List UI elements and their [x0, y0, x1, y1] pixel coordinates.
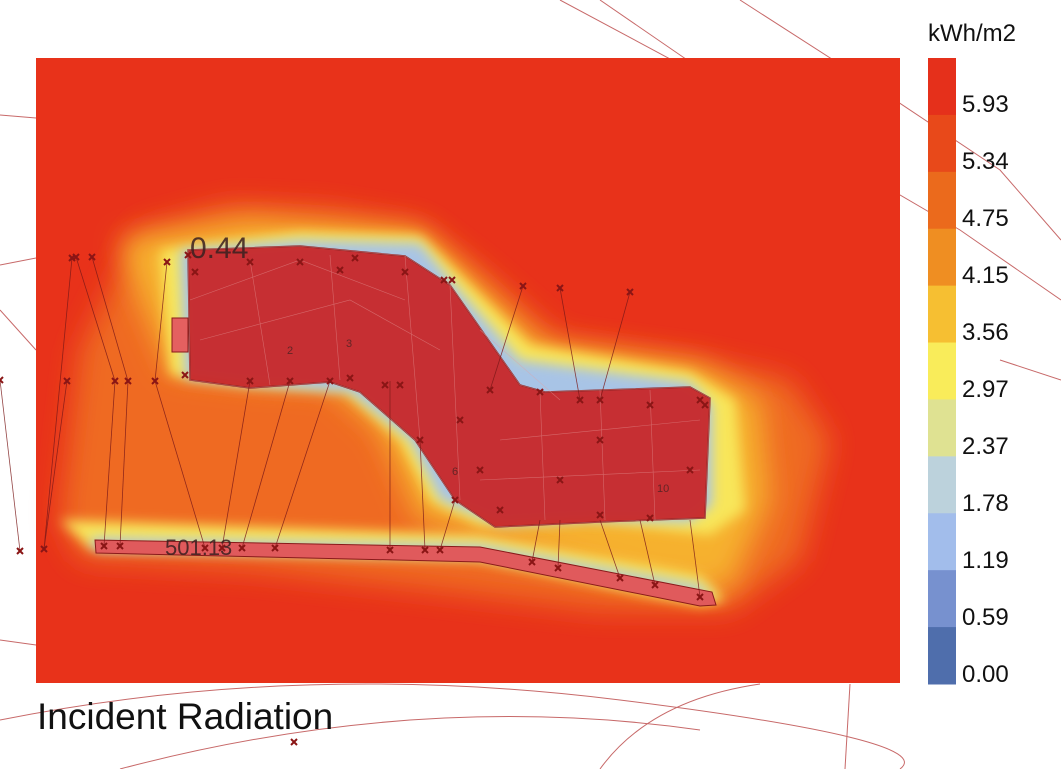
x-marker — [616, 574, 624, 582]
x-marker — [554, 564, 562, 572]
x-marker — [286, 377, 294, 385]
x-marker — [124, 377, 132, 385]
legend-tick-label: 1.78 — [962, 490, 1009, 517]
elevation-label-bottom: 501.13 — [165, 535, 233, 560]
x-marker — [100, 542, 108, 550]
x-marker — [116, 542, 124, 550]
legend-unit-label: kWh/m2 — [928, 20, 1017, 47]
x-marker — [646, 401, 654, 409]
x-marker — [246, 258, 254, 266]
legend-tick-label: 4.15 — [962, 262, 1009, 289]
x-marker — [519, 282, 527, 290]
x-marker — [556, 476, 564, 484]
x-marker — [40, 545, 48, 553]
legend-tick-label: 5.34 — [962, 148, 1009, 175]
x-marker — [686, 466, 694, 474]
x-marker — [326, 377, 334, 385]
x-marker — [201, 544, 209, 552]
x-marker — [651, 581, 659, 589]
x-marker — [88, 253, 96, 261]
legend-tick-label: 2.97 — [962, 376, 1009, 403]
x-marker — [396, 381, 404, 389]
x-marker — [0, 376, 4, 384]
x-marker — [596, 511, 604, 519]
legend-tick-label: 0.59 — [962, 604, 1009, 631]
point-markers — [0, 251, 709, 746]
x-marker — [596, 436, 604, 444]
x-marker — [63, 377, 71, 385]
legend-tick-label: 1.19 — [962, 547, 1009, 574]
x-marker — [386, 546, 394, 554]
x-marker — [496, 506, 504, 514]
legend-tick-label: 0.00 — [962, 661, 1009, 688]
x-marker — [646, 514, 654, 522]
x-marker — [296, 258, 304, 266]
x-marker — [436, 546, 444, 554]
x-marker — [271, 544, 279, 552]
building-number: 10 — [657, 483, 670, 495]
legend-tick-label: 3.56 — [962, 319, 1009, 346]
x-marker — [336, 266, 344, 274]
x-marker — [184, 251, 192, 259]
x-marker — [451, 496, 459, 504]
x-marker — [16, 547, 24, 555]
x-marker — [72, 253, 80, 261]
survey-lines — [0, 256, 701, 598]
x-marker — [151, 377, 159, 385]
legend-tick-label: 5.93 — [962, 91, 1009, 118]
building-number: 6 — [452, 466, 459, 478]
x-marker — [486, 386, 494, 394]
x-marker — [528, 558, 536, 566]
x-marker — [401, 268, 409, 276]
x-marker — [416, 436, 424, 444]
x-marker — [576, 396, 584, 404]
legend-tick-label: 2.37 — [962, 433, 1009, 460]
chart-title: Incident Radiation — [37, 696, 334, 737]
x-marker — [701, 401, 709, 409]
elevation-label-top: 0.44 — [190, 232, 249, 265]
x-marker — [556, 284, 564, 292]
x-marker — [696, 593, 704, 601]
x-marker — [351, 254, 359, 262]
x-marker — [421, 546, 429, 554]
x-marker — [596, 396, 604, 404]
x-marker — [536, 388, 544, 396]
x-marker — [381, 381, 389, 389]
x-marker — [163, 258, 171, 266]
building-number: 2 — [287, 345, 294, 357]
legend-tick-label: 4.75 — [962, 205, 1009, 232]
x-marker — [246, 377, 254, 385]
x-marker — [440, 276, 448, 284]
x-marker — [191, 268, 199, 276]
x-marker — [238, 544, 246, 552]
building-number: 3 — [346, 338, 353, 350]
x-marker — [626, 288, 634, 296]
x-marker — [346, 374, 354, 382]
x-marker — [181, 371, 189, 379]
x-marker — [476, 466, 484, 474]
x-marker — [448, 276, 456, 284]
x-marker — [456, 416, 464, 424]
x-marker — [290, 738, 298, 746]
x-marker — [218, 544, 226, 552]
x-marker — [111, 377, 119, 385]
